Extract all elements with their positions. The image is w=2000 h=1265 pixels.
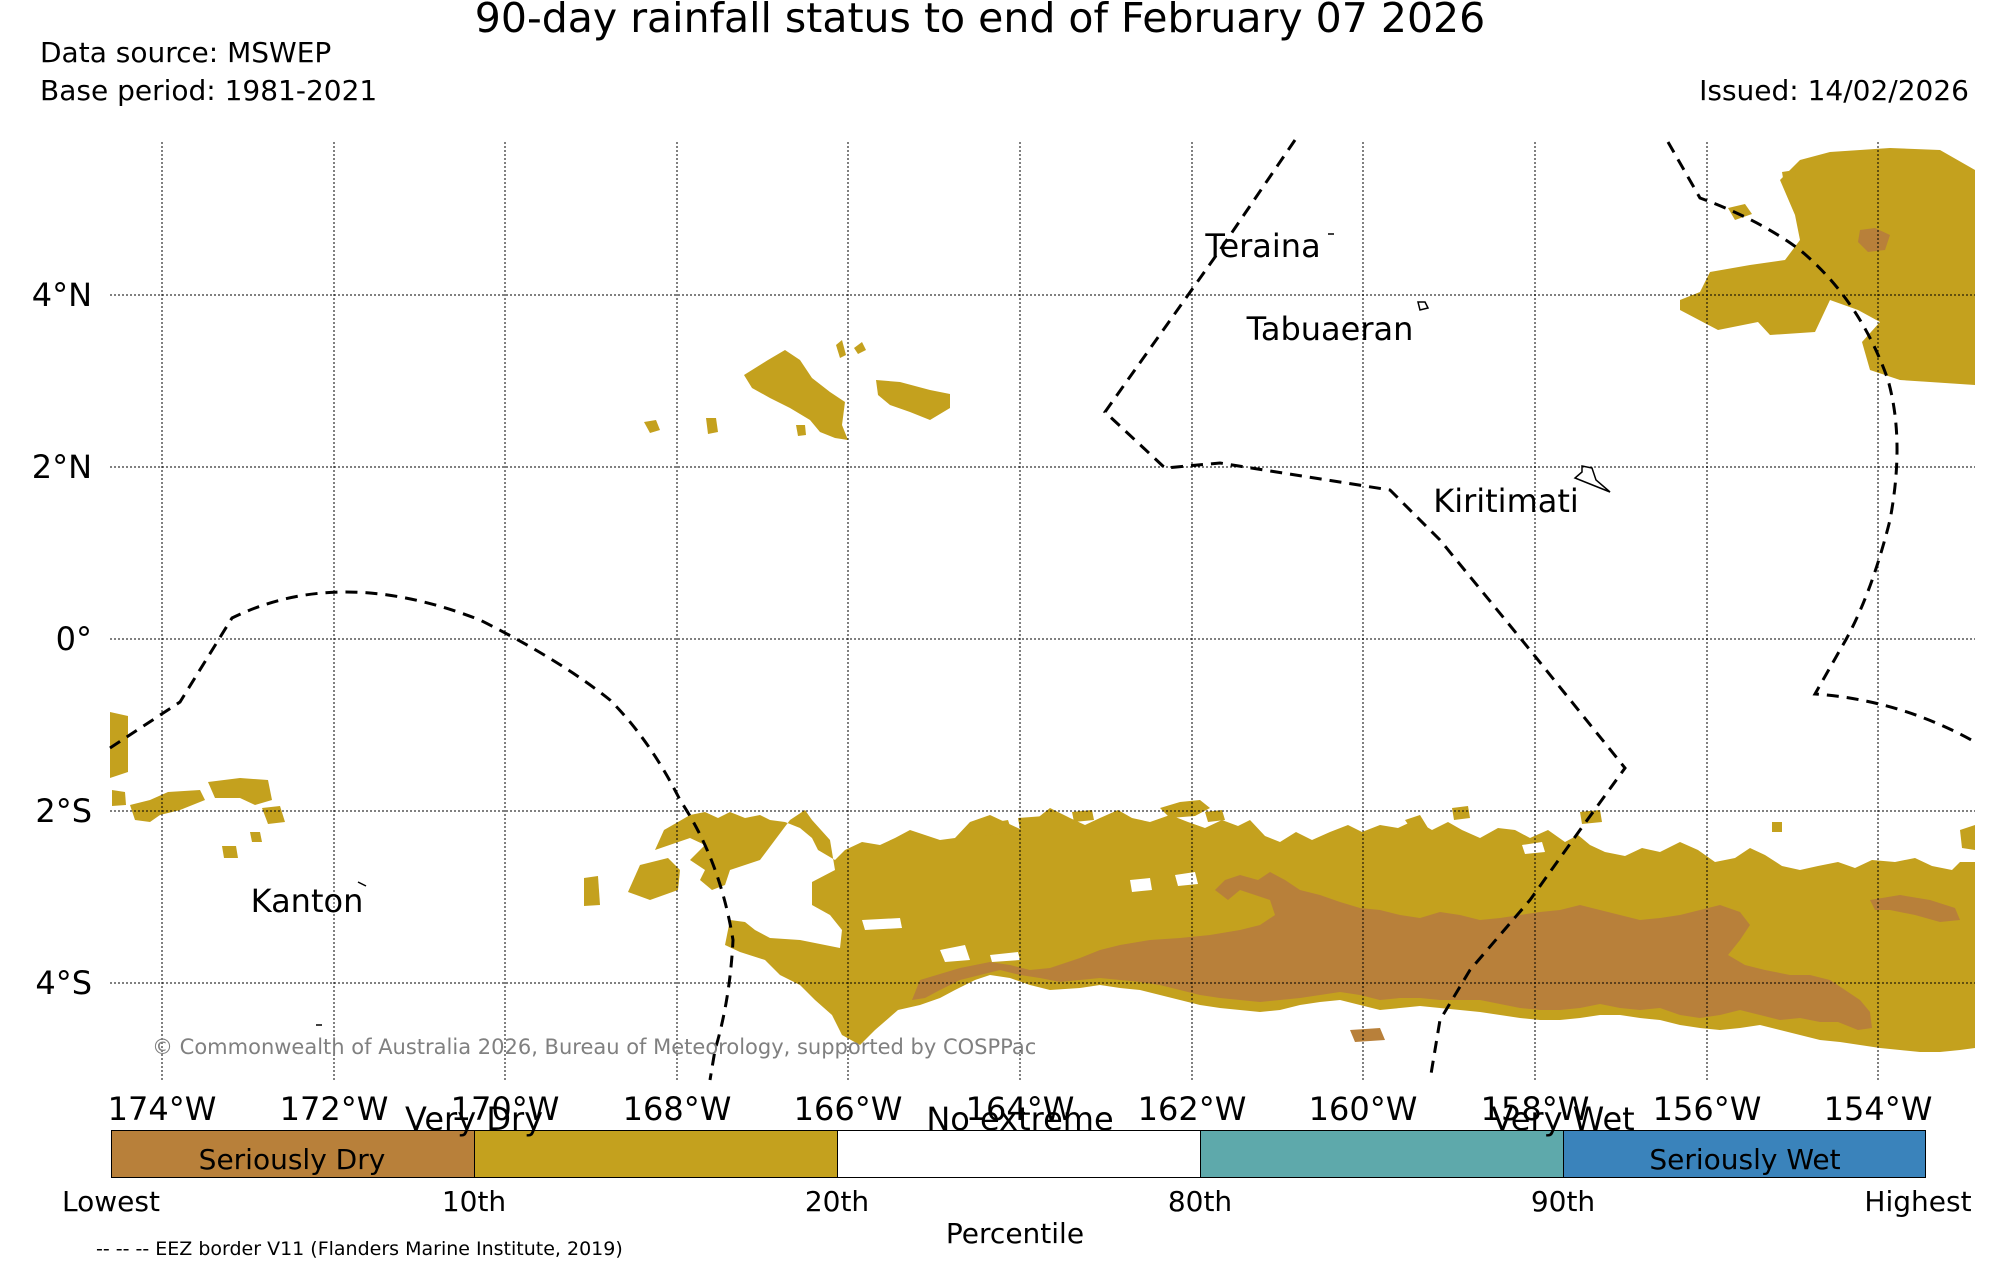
colorbar-tick: 10th xyxy=(441,1185,507,1218)
eez-borders xyxy=(109,139,1976,1081)
lon-tick: 156°W xyxy=(1653,1090,1762,1128)
eez-legend-note: -- -- -- EEZ border V11 (Flanders Marine… xyxy=(96,1238,623,1260)
colorbar-tick: 80th xyxy=(1167,1185,1233,1218)
issued-date-label: Issued: 14/02/2026 xyxy=(1699,74,1969,107)
colorbar-label-seriously-dry: Seriously Dry xyxy=(198,1143,386,1176)
colorbar-tick: Lowest xyxy=(62,1185,160,1218)
lon-tick: 174°W xyxy=(108,1090,217,1128)
lat-tick: 2°S xyxy=(35,792,92,830)
colorbar-segment-seriously-dry xyxy=(111,1130,476,1178)
place-label-kiritimati: Kiritimati xyxy=(1433,482,1579,520)
colorbar-axis-label: Percentile xyxy=(945,1217,1085,1250)
lon-tick: 154°W xyxy=(1824,1090,1933,1128)
lon-tick: 158°W xyxy=(1481,1090,1590,1128)
lon-tick: 160°W xyxy=(1309,1090,1418,1128)
colorbar-label-seriously-wet: Seriously Wet xyxy=(1649,1143,1841,1176)
lat-tick: 2°N xyxy=(32,448,92,486)
colorbar-heading-very-wet: Very Wet xyxy=(1491,1100,1635,1138)
place-label-kanton: Kanton xyxy=(251,882,364,920)
lon-tick: 164°W xyxy=(966,1090,1075,1128)
no-extreme-gaps xyxy=(862,836,1635,962)
lon-tick: 168°W xyxy=(623,1090,732,1128)
colorbar-segment-seriously-wet xyxy=(1563,1130,1926,1178)
lat-tick: 0° xyxy=(56,620,92,658)
lat-tick: 4°S xyxy=(35,964,92,1002)
colorbar-tick: Highest xyxy=(1864,1185,1972,1218)
lon-tick: 170°W xyxy=(451,1090,560,1128)
colorbar-heading-very-dry: Very Dry xyxy=(404,1100,544,1138)
colorbar-heading-no-extreme: No extreme xyxy=(926,1100,1114,1138)
colorbar-segment-no-extreme xyxy=(837,1130,1202,1178)
lon-tick: 166°W xyxy=(794,1090,903,1128)
colorbar-tick: 90th xyxy=(1530,1185,1596,1218)
place-label-teraina: Teraina xyxy=(1204,227,1320,265)
data-source-label: Data source: MSWEP xyxy=(40,36,332,69)
colorbar-tick: 20th xyxy=(804,1185,870,1218)
graticule xyxy=(110,142,1975,1080)
place-label-tabuaeran: Tabuaeran xyxy=(1246,310,1414,348)
colorbar-segment-very-dry xyxy=(474,1130,839,1178)
island-outlines xyxy=(316,233,1611,1026)
lon-tick: 172°W xyxy=(280,1090,389,1128)
base-period-label: Base period: 1981-2021 xyxy=(40,74,378,107)
colorbar-segment-very-wet xyxy=(1200,1130,1565,1178)
map-title: 90-day rainfall status to end of Februar… xyxy=(474,0,1486,42)
lat-tick: 4°N xyxy=(32,276,92,314)
copyright-notice: © Commonwealth of Australia 2026, Bureau… xyxy=(152,1035,1037,1059)
seriously-dry-regions xyxy=(912,228,1960,1042)
lon-tick: 162°W xyxy=(1138,1090,1247,1128)
